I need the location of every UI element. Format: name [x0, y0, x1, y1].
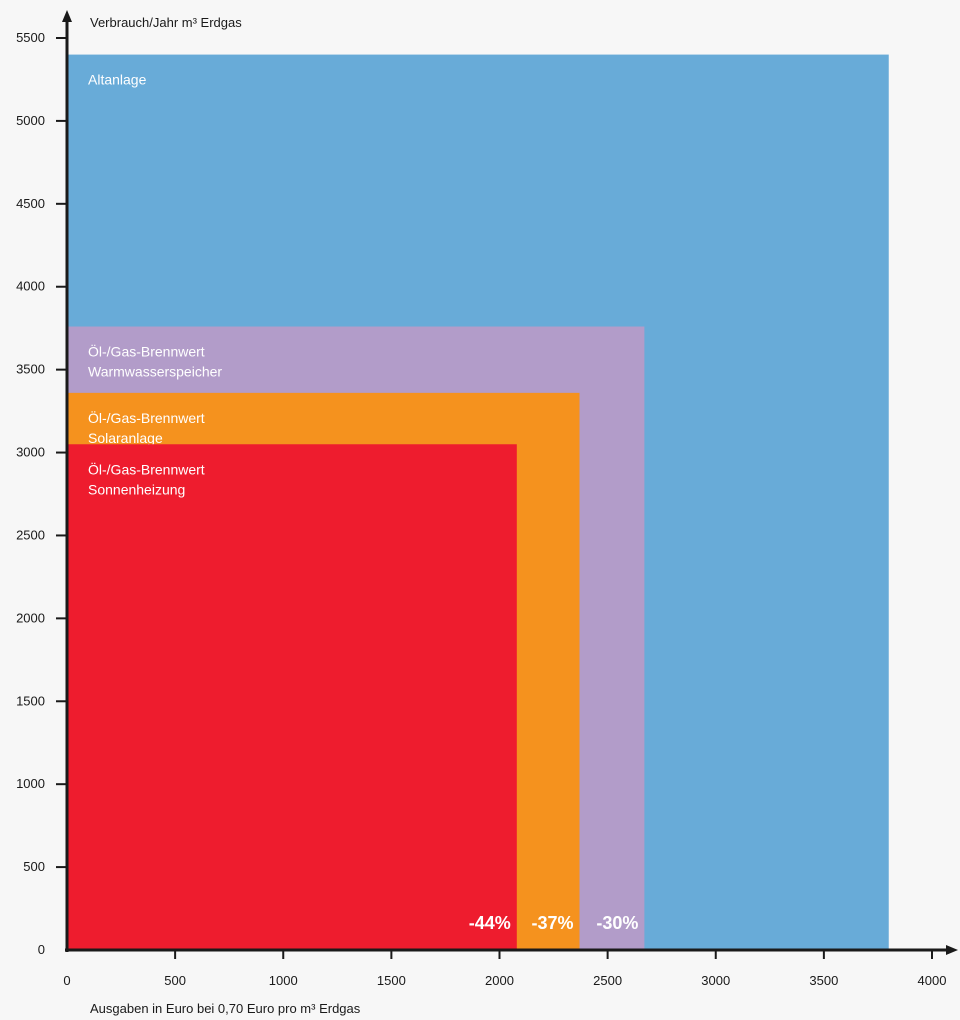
area-label-l-gas-brennwert-solaranlage-1: Öl-/Gas-Brennwert: [88, 409, 205, 426]
x-tick-label-2500: 2500: [593, 973, 622, 988]
y-tick-label-1000: 1000: [16, 776, 45, 791]
x-tick-label-0: 0: [63, 973, 70, 988]
y-tick-label-3000: 3000: [16, 445, 45, 460]
axes-group: 0500100015002000250030003500400045005000…: [16, 10, 958, 988]
area-label-l-gas-brennwert-warmwasserspeicher-2: Warmwasserspeicher: [88, 364, 222, 380]
y-tick-label-1500: 1500: [16, 693, 45, 708]
area-label-l-gas-brennwert-sonnenheizung-1: Öl-/Gas-Brennwert: [88, 460, 205, 477]
y-tick-label-5000: 5000: [16, 113, 45, 128]
y-tick-label-500: 500: [23, 859, 45, 874]
x-tick-label-500: 500: [164, 973, 186, 988]
area-label-l-gas-brennwert-sonnenheizung-2: Sonnenheizung: [88, 481, 185, 497]
y-axis-arrow-icon: [62, 10, 72, 22]
y-tick-label-4000: 4000: [16, 279, 45, 294]
y-tick-label-3500: 3500: [16, 362, 45, 377]
area-label-l-gas-brennwert-solaranlage-2: Solaranlage: [88, 430, 163, 446]
x-tick-label-3500: 3500: [809, 973, 838, 988]
x-axis-title: Ausgaben in Euro bei 0,70 Euro pro m³ Er…: [90, 1001, 361, 1016]
y-axis-title: Verbrauch/Jahr m³ Erdgas: [90, 15, 242, 30]
y-tick-label-0: 0: [38, 942, 45, 957]
x-axis-arrow-icon: [946, 945, 958, 955]
area-label-l-gas-brennwert-warmwasserspeicher-1: Öl-/Gas-Brennwert: [88, 343, 205, 360]
y-tick-label-4500: 4500: [16, 196, 45, 211]
reduction-label-l-gas-brennwert-solaranlage: -37%: [531, 913, 573, 933]
y-tick-label-5500: 5500: [16, 30, 45, 45]
x-tick-label-2000: 2000: [485, 973, 514, 988]
x-tick-label-4000: 4000: [918, 973, 947, 988]
bars-group: Altanlage Öl-/Gas-Brennwert Warmwasserspei…: [67, 54, 889, 951]
area-l-gas-brennwert-sonnenheizung: [67, 444, 517, 950]
x-tick-label-3000: 3000: [701, 973, 730, 988]
y-tick-label-2000: 2000: [16, 610, 45, 625]
x-tick-label-1500: 1500: [377, 973, 406, 988]
reduction-label-l-gas-brennwert-warmwasserspeicher: -30%: [596, 913, 638, 933]
y-tick-label-2500: 2500: [16, 527, 45, 542]
area-label-altanlage-1: Altanlage: [88, 72, 147, 88]
reduction-label-l-gas-brennwert-sonnenheizung: -44%: [469, 913, 511, 933]
x-tick-label-1000: 1000: [269, 973, 298, 988]
